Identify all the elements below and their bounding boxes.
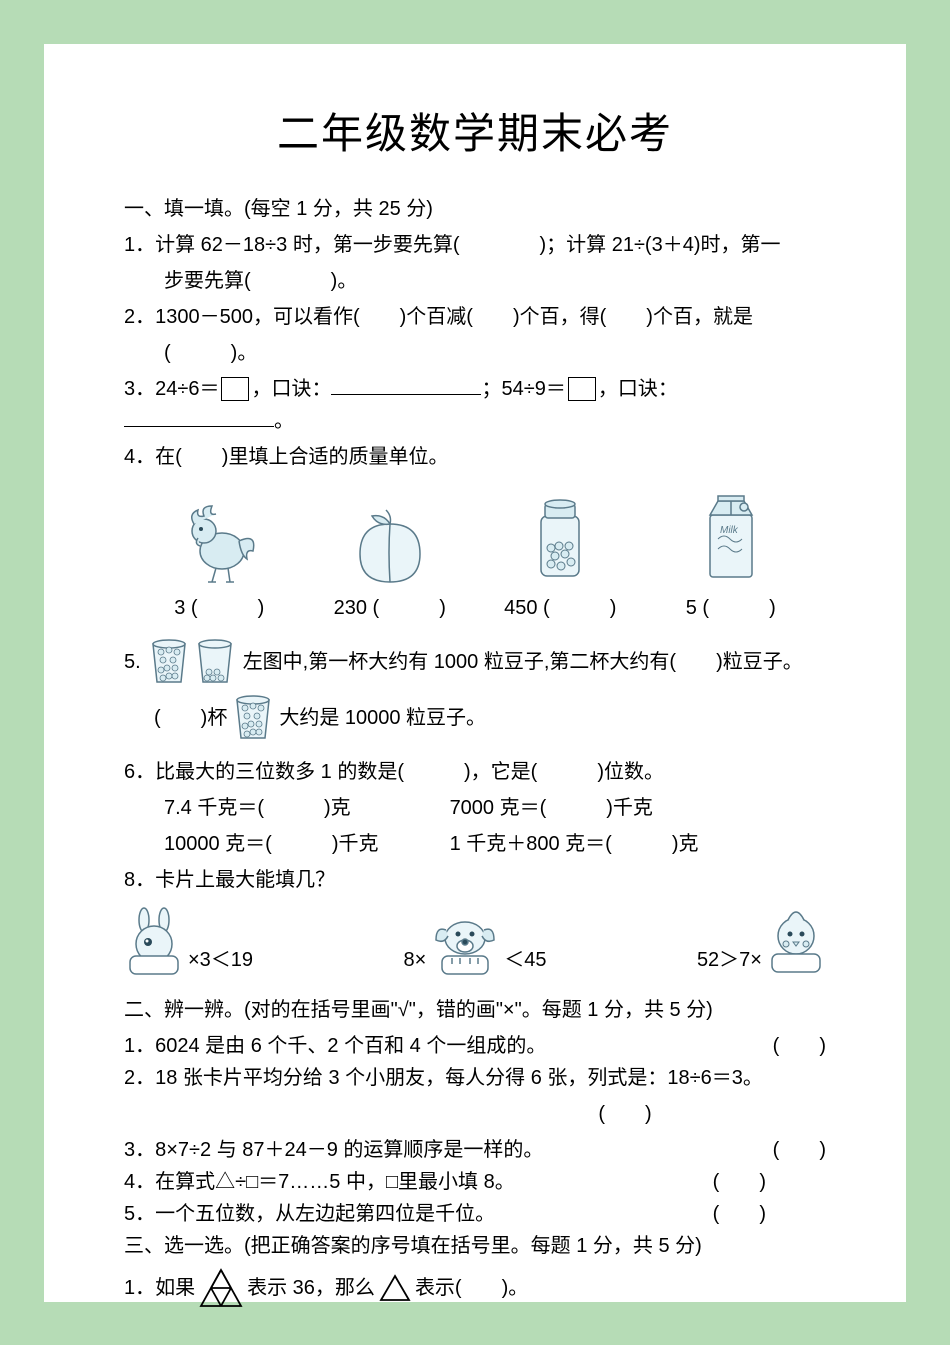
q8-chick-cell: 52＞7× xyxy=(697,906,826,976)
triangle-icon xyxy=(379,1274,411,1302)
q5-text-b-post: 大约是 10000 粒豆子。 xyxy=(279,702,486,734)
q1-line-b: 步要先算( )。 xyxy=(124,265,826,297)
q4-cap-1: 230 ( ) xyxy=(305,592,476,624)
tf-text: 1．6024 是由 6 个千、2 个百和 4 个一组成的。 xyxy=(124,1030,753,1062)
q3-part-b: ，口诀： xyxy=(251,378,331,400)
tf-text: 5．一个五位数，从左边起第四位是千位。 xyxy=(124,1198,693,1230)
q2-line-b: ( )。 xyxy=(124,337,826,369)
section1-header: 一、填一填。(每空 1 分，共 25 分) xyxy=(124,193,826,225)
rooster-icon xyxy=(174,496,264,586)
tf-paren[interactable]: ( ) xyxy=(598,1103,651,1125)
tf-paren[interactable]: ( ) xyxy=(753,1030,826,1062)
q5-line-1: 5. xyxy=(124,638,826,686)
answer-line[interactable] xyxy=(331,373,481,395)
worksheet-sheet: 二年级数学期末必考 一、填一填。(每空 1 分，共 25 分) 1．计算 62－… xyxy=(44,44,906,1302)
peach-icon xyxy=(345,506,435,586)
dog-icon xyxy=(430,906,500,976)
answer-box[interactable] xyxy=(568,377,596,401)
tf-text: 3．8×7÷2 与 87＋24－9 的运算顺序是一样的。 xyxy=(124,1134,753,1166)
q8-dog-cell: 8× ＜45 xyxy=(403,906,546,976)
q7-line-1: 7.4 千克＝( )克 7000 克＝( )千克 xyxy=(124,792,826,824)
section3-header: 三、选一选。(把正确答案的序号填在括号里。每题 1 分，共 5 分) xyxy=(124,1230,826,1262)
q3-part-a: 3．24÷6＝ xyxy=(124,378,219,400)
answer-line[interactable] xyxy=(124,405,274,427)
q7c: 10000 克＝( )千克 xyxy=(164,828,444,860)
q3-part-e: 。 xyxy=(274,410,294,432)
q5-number: 5. xyxy=(124,646,141,678)
tf-item-1-text: 2．18 张卡片平均分给 3 个小朋友，每人分得 6 张，列式是：18÷6＝3。 xyxy=(124,1062,826,1094)
tf-text: 4．在算式△÷□＝7……5 中，□里最小填 8。 xyxy=(124,1166,693,1198)
s3-q1-post: 表示( )。 xyxy=(415,1272,528,1304)
q3-line: 3．24÷6＝ ，口诀： ；54÷9＝ ，口诀： 。 xyxy=(124,373,826,437)
q1-line-a: 1．计算 62－18÷3 时，第一步要先算( )；计算 21÷(3＋4)时，第一 xyxy=(124,229,826,261)
worksheet-body: 一、填一填。(每空 1 分，共 25 分) 1．计算 62－18÷3 时，第一步… xyxy=(124,193,826,1308)
q3-part-d: ，口诀： xyxy=(598,378,678,400)
q4-peach-cell: 230 ( ) xyxy=(305,506,476,624)
q4-cap-2: 450 ( ) xyxy=(475,592,646,624)
q8b-pre: 8× xyxy=(403,944,426,976)
milk-carton-icon: Milk xyxy=(696,491,766,586)
rabbit-icon xyxy=(124,906,184,976)
tf-item-1-paren-row: ( ) xyxy=(124,1098,826,1130)
q8a-text: ×3＜19 xyxy=(188,944,253,976)
q7b: 7000 克＝( )千克 xyxy=(450,797,653,819)
q7-line-2: 10000 克＝( )千克 1 千克＋800 克＝( )克 xyxy=(124,828,826,860)
section2-header: 二、辨一辨。(对的在括号里画"√"，错的画"×"。每题 1 分，共 5 分) xyxy=(124,994,826,1026)
q5-text-a: 左图中,第一杯大约有 1000 粒豆子,第二杯大约有( )粒豆子。 xyxy=(243,646,803,678)
q4-rooster-cell: 3 ( ) xyxy=(134,496,305,624)
s3-q1: 1．如果 表示 36，那么 表示( )。 xyxy=(124,1268,826,1308)
q4-line: 4．在( )里填上合适的质量单位。 xyxy=(124,441,826,473)
q8-row: ×3＜19 8× xyxy=(124,906,826,976)
q8b-post: ＜45 xyxy=(504,944,546,976)
full-cup-icon xyxy=(147,638,191,686)
svg-text:Milk: Milk xyxy=(720,525,739,536)
q2-line-a: 2．1300－500，可以看作( )个百减( )个百，得( )个百，就是 xyxy=(124,301,826,333)
q8c-pre: 52＞7× xyxy=(697,944,762,976)
chick-icon xyxy=(766,906,826,976)
full-cup-icon xyxy=(231,694,275,742)
q5-line-2: ( )杯 大约是 10000 粒豆子。 xyxy=(124,694,826,742)
jar-icon xyxy=(525,496,595,586)
tf-paren[interactable]: ( ) xyxy=(753,1134,826,1166)
tf-paren[interactable]: ( ) xyxy=(693,1198,826,1230)
triangle-stack-icon xyxy=(199,1268,243,1308)
q3-part-c: ；54÷9＝ xyxy=(481,378,565,400)
tf-paren[interactable]: ( ) xyxy=(693,1166,826,1198)
tf-item-3: 4．在算式△÷□＝7……5 中，□里最小填 8。 ( ) xyxy=(124,1166,826,1198)
q4-images-row: 3 ( ) 230 ( ) xyxy=(124,491,826,624)
q4-milk-cell: Milk 5 ( ) xyxy=(646,491,817,624)
q8-line: 8．卡片上最大能填几？ xyxy=(124,864,826,896)
q5-text-b-pre: ( )杯 xyxy=(154,702,227,734)
q4-jar-cell: 450 ( ) xyxy=(475,496,646,624)
s3-q1-mid: 表示 36，那么 xyxy=(247,1272,375,1304)
q4-cap-3: 5 ( ) xyxy=(646,592,817,624)
answer-box[interactable] xyxy=(221,377,249,401)
page-title: 二年级数学期末必考 xyxy=(124,100,826,161)
tf-item-4: 5．一个五位数，从左边起第四位是千位。 ( ) xyxy=(124,1198,826,1230)
q6-line: 6．比最大的三位数多 1 的数是( )，它是( )位数。 xyxy=(124,756,826,788)
half-cup-icon xyxy=(193,638,237,686)
q7d: 1 千克＋800 克＝( )克 xyxy=(450,833,699,855)
tf-item-2: 3．8×7÷2 与 87＋24－9 的运算顺序是一样的。 ( ) xyxy=(124,1134,826,1166)
q4-cap-0: 3 ( ) xyxy=(134,592,305,624)
q7a: 7.4 千克＝( )克 xyxy=(164,792,444,824)
q8-rabbit-cell: ×3＜19 xyxy=(124,906,253,976)
tf-item-0: 1．6024 是由 6 个千、2 个百和 4 个一组成的。 ( ) xyxy=(124,1030,826,1062)
s3-q1-pre: 1．如果 xyxy=(124,1272,195,1304)
